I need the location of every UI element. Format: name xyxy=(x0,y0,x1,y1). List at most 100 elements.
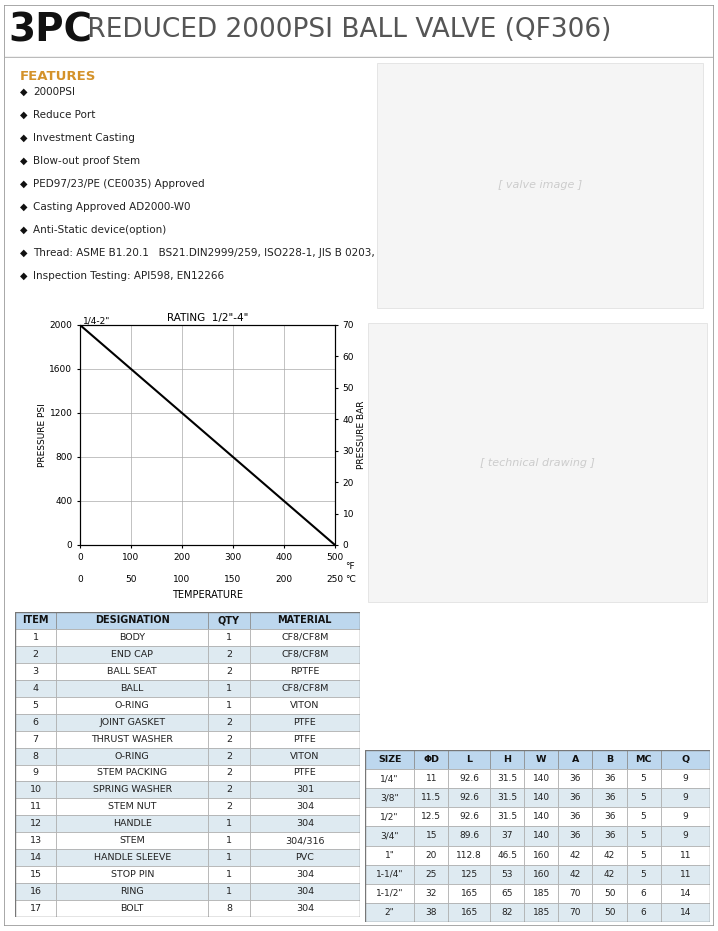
Text: 70: 70 xyxy=(569,908,581,917)
Bar xyxy=(414,903,449,922)
Text: 5: 5 xyxy=(640,813,646,821)
Text: 165: 165 xyxy=(461,889,478,897)
Text: 42: 42 xyxy=(604,870,615,879)
Bar xyxy=(414,845,449,865)
Text: 3PC: 3PC xyxy=(9,11,93,49)
Bar xyxy=(559,750,592,769)
Bar xyxy=(365,845,414,865)
Text: 5: 5 xyxy=(640,793,646,803)
Text: 32: 32 xyxy=(426,889,437,897)
Bar xyxy=(449,769,490,789)
Bar xyxy=(661,807,710,827)
Bar xyxy=(414,807,449,827)
Bar xyxy=(208,663,250,680)
Text: 304: 304 xyxy=(296,819,314,829)
Text: Anti-Static device(option): Anti-Static device(option) xyxy=(33,225,167,235)
Bar xyxy=(15,731,57,748)
Bar xyxy=(15,612,57,629)
Bar xyxy=(15,764,57,781)
Text: 9: 9 xyxy=(33,768,39,777)
Text: 304: 304 xyxy=(296,870,314,879)
Text: 2": 2" xyxy=(385,908,394,917)
Bar xyxy=(250,748,360,764)
Bar xyxy=(627,865,661,884)
Bar xyxy=(208,696,250,714)
Text: 1": 1" xyxy=(385,851,395,859)
Text: 112.8: 112.8 xyxy=(457,851,482,859)
Bar xyxy=(57,799,208,816)
Text: 8: 8 xyxy=(33,751,39,761)
Text: 46.5: 46.5 xyxy=(497,851,517,859)
Text: BOLT: BOLT xyxy=(121,904,144,913)
Text: STEM: STEM xyxy=(119,836,145,845)
Text: 1: 1 xyxy=(226,701,232,709)
Text: 140: 140 xyxy=(533,831,550,841)
Text: BALL SEAT: BALL SEAT xyxy=(108,667,157,676)
Bar xyxy=(208,646,250,663)
Text: PED97/23/PE (CE0035) Approved: PED97/23/PE (CE0035) Approved xyxy=(33,179,205,189)
Bar xyxy=(208,816,250,832)
Bar xyxy=(490,827,524,845)
Text: 92.6: 92.6 xyxy=(460,813,479,821)
Y-axis label: PRESSURE BAR: PRESSURE BAR xyxy=(357,400,366,469)
Text: 100: 100 xyxy=(173,574,190,584)
Text: ◆: ◆ xyxy=(20,179,27,189)
Bar xyxy=(365,789,414,807)
Bar xyxy=(592,807,627,827)
Bar xyxy=(627,807,661,827)
Text: CF8/CF8M: CF8/CF8M xyxy=(281,650,329,659)
Bar xyxy=(250,884,360,900)
Text: 92.6: 92.6 xyxy=(460,793,479,803)
Text: 2: 2 xyxy=(226,751,232,761)
Text: 15: 15 xyxy=(29,870,42,879)
Text: 42: 42 xyxy=(570,851,581,859)
Text: 12: 12 xyxy=(29,819,42,829)
Bar xyxy=(15,832,57,849)
Text: RPTFE: RPTFE xyxy=(290,667,320,676)
Bar xyxy=(592,884,627,903)
Bar xyxy=(57,748,208,764)
Bar xyxy=(57,696,208,714)
Text: ◆: ◆ xyxy=(20,133,27,143)
Bar xyxy=(592,903,627,922)
Bar xyxy=(57,764,208,781)
Text: 36: 36 xyxy=(604,793,615,803)
Text: 1/4": 1/4" xyxy=(381,775,399,783)
Bar xyxy=(490,884,524,903)
Text: 2: 2 xyxy=(226,735,232,744)
Text: 11.5: 11.5 xyxy=(421,793,442,803)
Bar xyxy=(57,629,208,646)
Text: 3: 3 xyxy=(32,667,39,676)
Text: 2: 2 xyxy=(226,718,232,726)
Bar xyxy=(365,769,414,789)
Text: 65: 65 xyxy=(501,889,513,897)
Bar xyxy=(250,866,360,884)
Text: 14: 14 xyxy=(680,908,691,917)
Bar xyxy=(365,903,414,922)
Bar xyxy=(208,900,250,917)
Bar xyxy=(661,769,710,789)
Text: 42: 42 xyxy=(570,870,581,879)
Text: 1-1/4": 1-1/4" xyxy=(376,870,404,879)
Text: 140: 140 xyxy=(533,775,550,783)
Text: O-RING: O-RING xyxy=(115,751,149,761)
Bar xyxy=(661,827,710,845)
Text: A: A xyxy=(572,755,579,764)
Text: 14: 14 xyxy=(680,889,691,897)
Bar xyxy=(208,866,250,884)
Text: 1: 1 xyxy=(226,683,232,693)
Text: CF8/CF8M: CF8/CF8M xyxy=(281,633,329,641)
Text: VITON: VITON xyxy=(290,751,320,761)
Bar xyxy=(15,799,57,816)
Bar xyxy=(250,799,360,816)
Bar xyxy=(57,781,208,799)
Bar xyxy=(250,816,360,832)
Bar xyxy=(57,714,208,731)
Bar xyxy=(414,827,449,845)
Bar xyxy=(15,646,57,663)
Text: STOP PIN: STOP PIN xyxy=(111,870,154,879)
Bar xyxy=(250,696,360,714)
Text: 11: 11 xyxy=(680,851,691,859)
Text: 304/316: 304/316 xyxy=(285,836,325,845)
Text: 301: 301 xyxy=(296,786,314,794)
